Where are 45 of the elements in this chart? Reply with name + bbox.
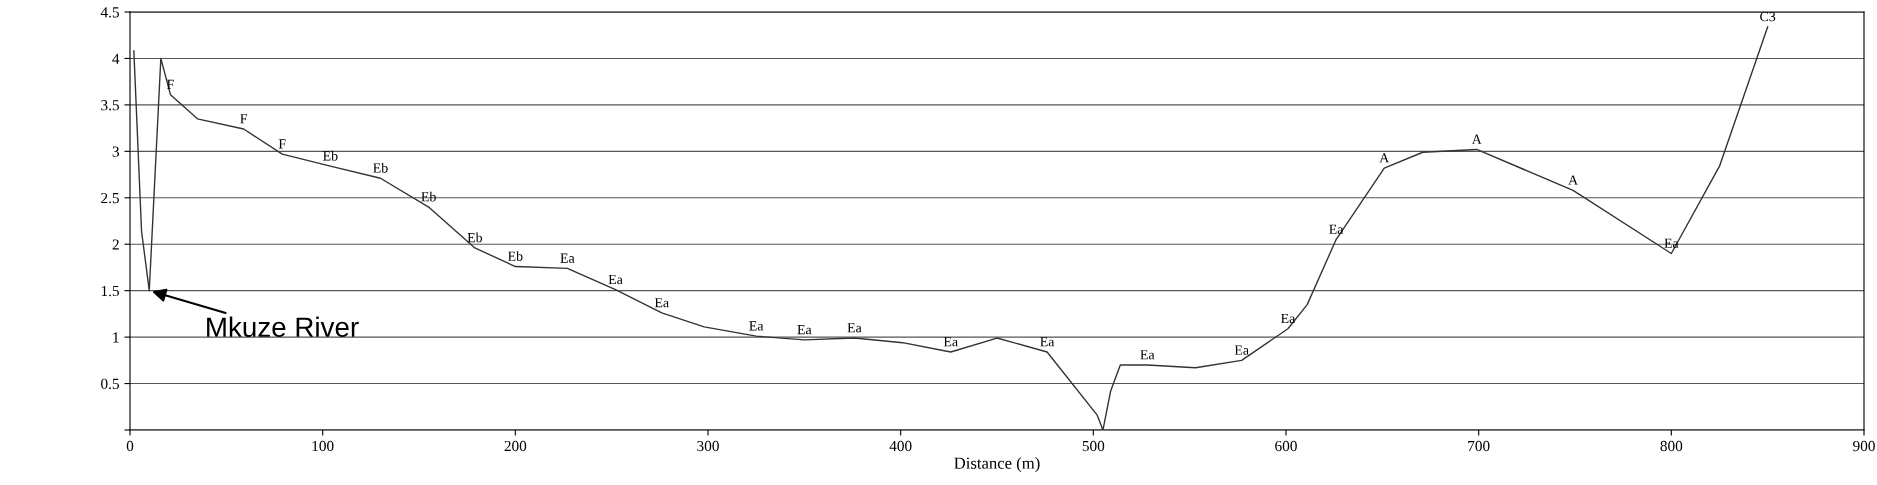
- annotation: Ea: [1329, 224, 1344, 234]
- x-tick-label: 800: [1660, 440, 1683, 452]
- annotation: C3: [1760, 11, 1776, 22]
- x-tick-label: 900: [1853, 440, 1875, 452]
- annotation: Eb: [508, 251, 523, 261]
- x-tick-label: 400: [889, 440, 912, 452]
- annotation: Ea: [654, 298, 669, 308]
- x-tick-label: 600: [1275, 440, 1297, 452]
- annotation: Eb: [467, 232, 483, 243]
- y-tick-label: 3: [112, 146, 119, 157]
- annotation: Ea: [943, 337, 958, 347]
- annotation: Ea: [797, 325, 812, 335]
- annotation: Ea: [847, 323, 862, 333]
- y-tick-label: 1.5: [101, 285, 119, 297]
- annotation: A: [1379, 153, 1390, 163]
- y-tick-label: 4: [112, 53, 120, 64]
- annotation: Ea: [560, 253, 575, 263]
- annotation: Eb: [323, 150, 338, 161]
- y-tick-label: 4.5: [100, 7, 119, 18]
- annotation: Ea: [608, 274, 623, 285]
- line-series: [133, 26, 1769, 430]
- annotation: Ea: [1140, 350, 1155, 360]
- annotation: F: [278, 139, 286, 149]
- annotation: A: [1568, 175, 1578, 185]
- annotation: Ea: [1040, 337, 1055, 347]
- y-tick-label: 2: [112, 239, 119, 250]
- x-tick-label: 200: [504, 440, 527, 452]
- y-tick-label: 2.5: [101, 192, 119, 204]
- x-tick-label: 500: [1082, 440, 1105, 452]
- annotation: Ea: [1281, 313, 1296, 324]
- annotation: Eb: [421, 191, 436, 202]
- x-tick-label: 700: [1468, 440, 1490, 452]
- annotation: Ea: [749, 321, 764, 331]
- x-tick-label: 300: [697, 440, 719, 452]
- annotation: Mkuze River: [207, 316, 359, 338]
- annotation: A: [1471, 134, 1482, 144]
- y-tick-label: 0.5: [101, 378, 119, 390]
- annotation: Eb: [373, 162, 388, 173]
- x-axis-title: Distance (m): [954, 457, 1040, 473]
- y-tick-label: 3.5: [101, 100, 119, 111]
- x-tick-label: 0: [126, 440, 134, 452]
- x-tick-label: 100: [312, 440, 334, 452]
- annotation: F: [240, 114, 248, 124]
- y-tick-label: 1: [113, 332, 119, 343]
- annotation: Ea: [1234, 345, 1249, 355]
